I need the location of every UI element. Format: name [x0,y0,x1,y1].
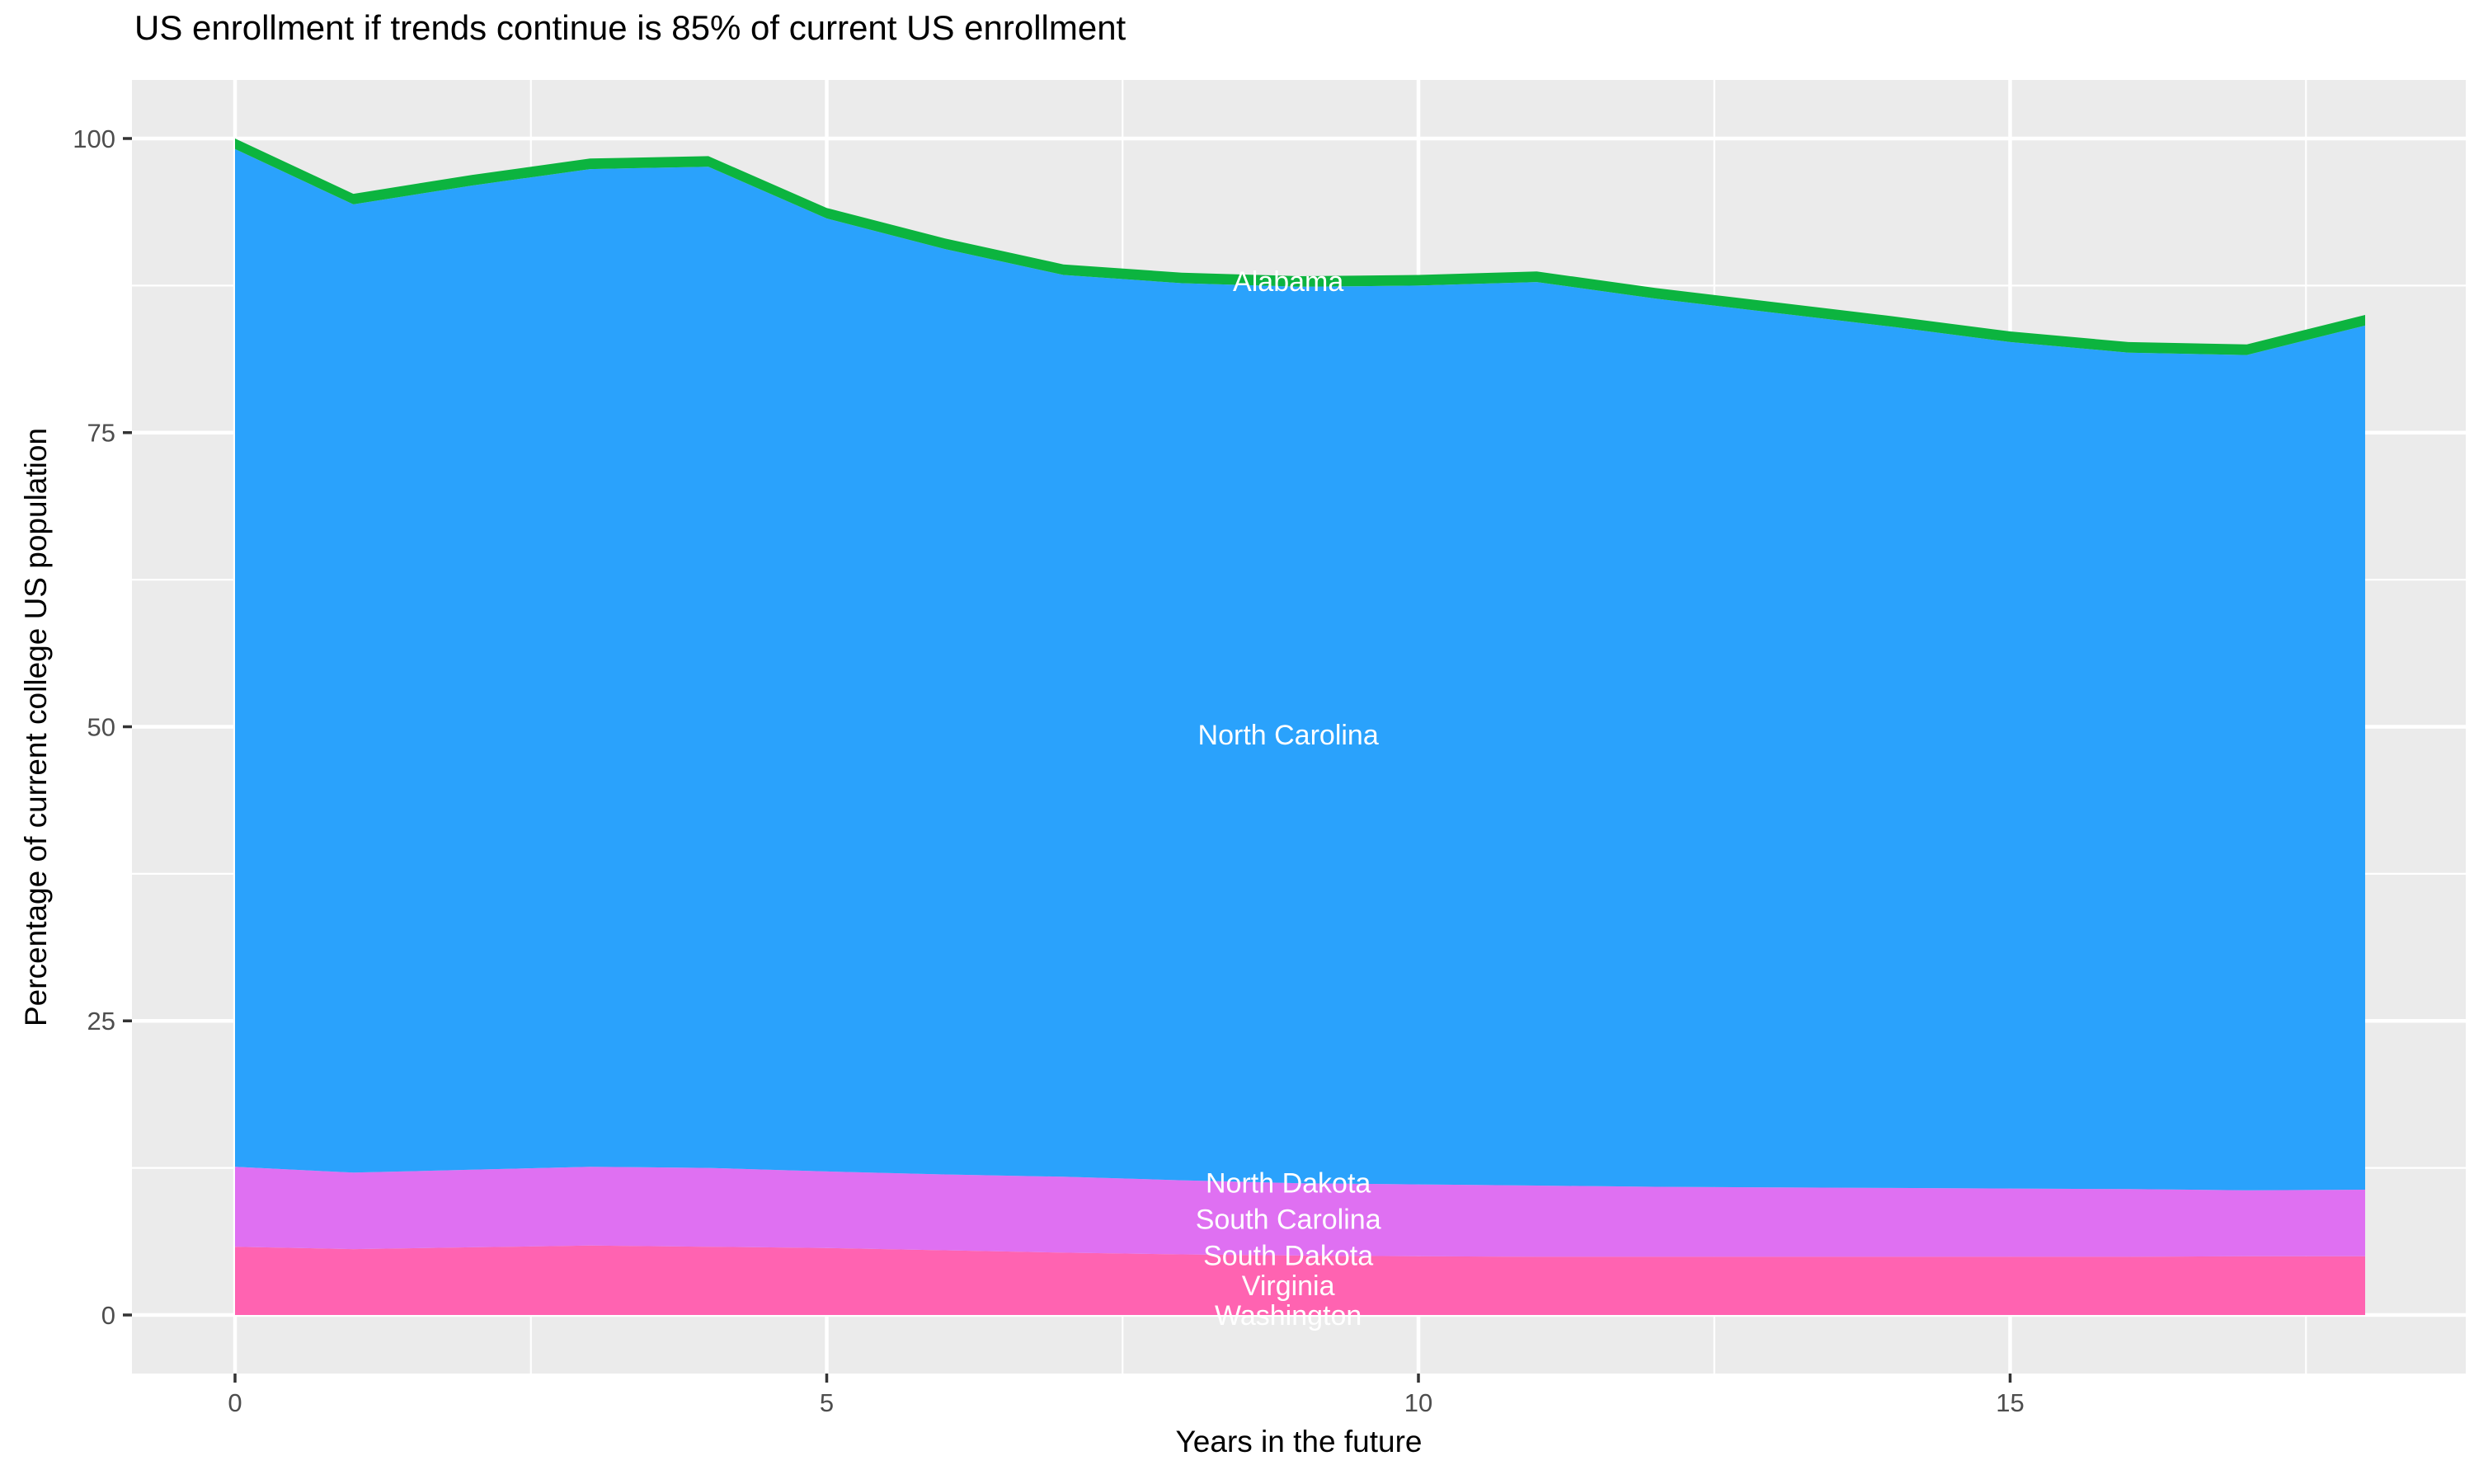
state-label-alabama: Alabama [1233,266,1343,298]
area-north-carolina [235,148,2365,1190]
state-label-virginia: Virginia [1242,1270,1335,1302]
state-label-south-dakota: South Dakota [1203,1241,1373,1272]
x-tick-label: 10 [1404,1388,1432,1417]
y-tick-label: 50 [87,712,115,741]
state-label-north-carolina: North Carolina [1198,720,1379,751]
x-axis-title: Years in the future [1175,1425,1423,1458]
state-label-washington: Washington [1215,1300,1362,1331]
x-tick-label: 0 [228,1388,242,1417]
area-virginia [235,1245,2365,1315]
x-tick-label: 5 [820,1388,834,1417]
state-label-south-carolina: South Carolina [1196,1205,1381,1236]
y-tick-label: 100 [73,124,115,153]
y-tick-label: 25 [87,1007,115,1036]
chart-title: US enrollment if trends continue is 85% … [134,8,1126,47]
y-tick-label: 0 [101,1301,115,1330]
area-south-carolina [235,1167,2365,1257]
y-tick-label: 75 [87,419,115,448]
y-axis-title: Percentage of current college US populat… [19,427,53,1027]
x-tick-label: 15 [1996,1388,2024,1417]
state-label-north-dakota: North Dakota [1206,1168,1371,1200]
